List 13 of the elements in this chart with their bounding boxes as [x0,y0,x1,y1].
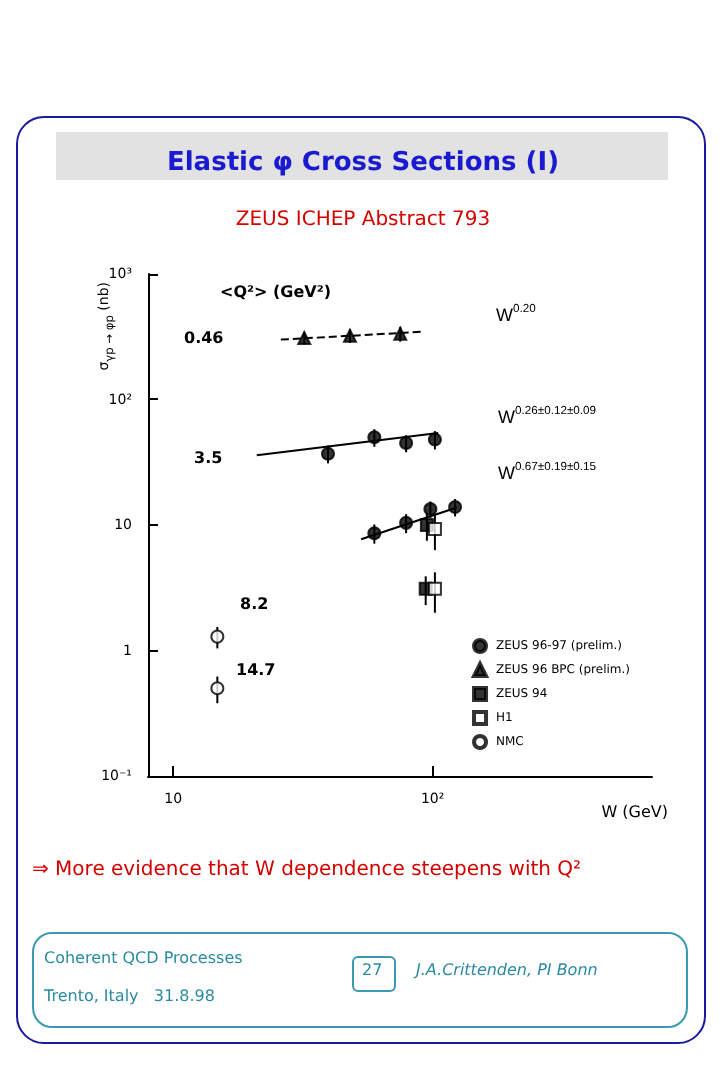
text: ⇒ More evidence that W dependence steepens with Q² [32,859,582,881]
text: Trento, Italy 31.8.98 [42,987,215,1005]
annotation: 0.46 [184,329,225,347]
annotation: <Q²> (GeV²) [220,283,331,301]
chart-subtitle: ZEUS ICHEP Abstract 793 [235,209,491,231]
text: 27 [362,961,383,979]
annotation: 14.7 [236,661,276,679]
annotation: 8.2 [240,595,269,613]
annotation: 3.5 [194,449,224,467]
text: Coherent QCD Processes [44,949,243,967]
chart-title: Elastic φ Cross Sections (I) [166,148,560,178]
text: J.A.Crittenden, PI Bonn [412,961,598,979]
x-axis-title: W (GeV) [601,803,668,821]
